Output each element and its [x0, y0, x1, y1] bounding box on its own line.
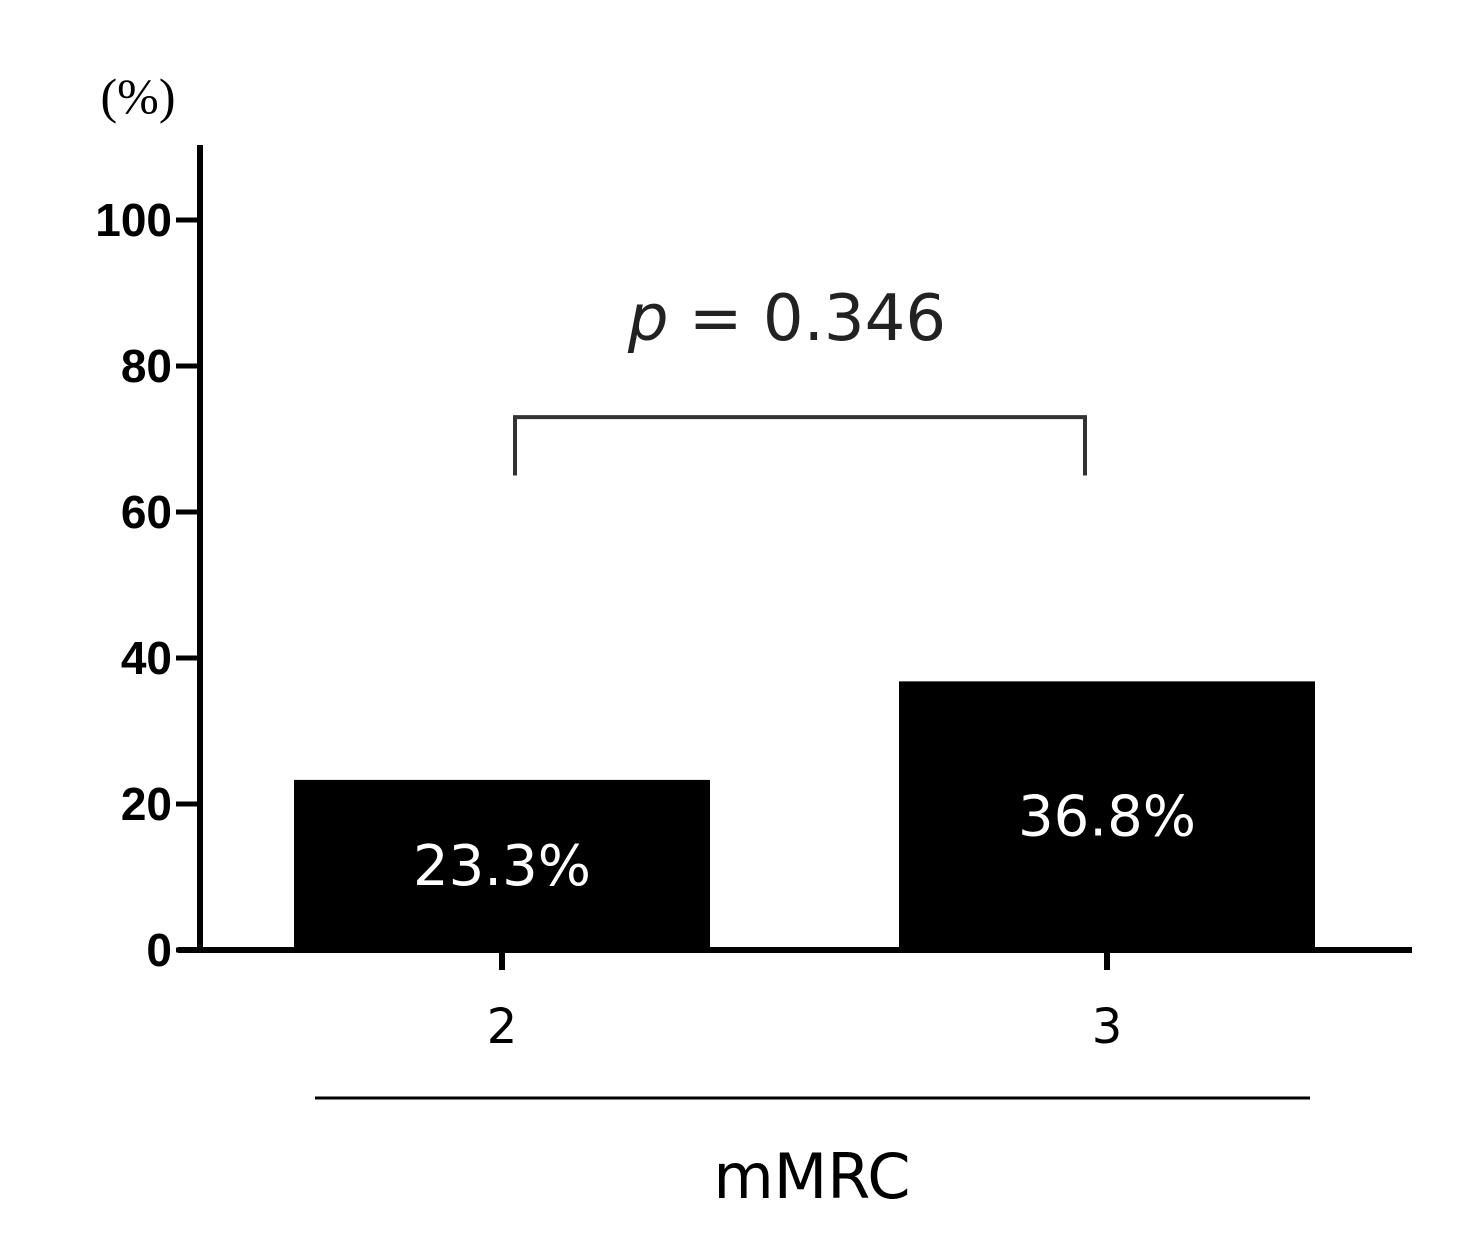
significance-bracket [513, 415, 1087, 476]
bar-value-label: 23.3% [413, 834, 591, 899]
y-tick-label: 80 [121, 340, 172, 392]
y-tick-label: 100 [95, 194, 172, 246]
bar-3 [899, 681, 1315, 950]
y-tick-label: 0 [146, 924, 172, 976]
p-symbol: p [627, 282, 669, 356]
y-tick-label: 60 [121, 486, 172, 538]
bar-2 [294, 779, 710, 950]
y-tick-label: 40 [121, 632, 172, 684]
y-axis: 0 20 40 60 80 100 [95, 145, 203, 976]
x-tick-label: 2 [487, 999, 518, 1055]
x-tick-label: 3 [1092, 999, 1123, 1055]
p-value-text: = 0.346 [669, 282, 947, 356]
x-axis-title: mMRC [713, 1140, 910, 1213]
y-tick-label: 20 [121, 778, 172, 830]
bars [294, 681, 1315, 950]
bar-labels: 23.3% 36.8% [413, 785, 1196, 899]
significance-annotation: p = 0.346 [513, 282, 1087, 476]
bar-value-label: 36.8% [1018, 785, 1196, 850]
p-value-label: p = 0.346 [627, 282, 946, 356]
y-unit-label: (%) [101, 68, 176, 124]
